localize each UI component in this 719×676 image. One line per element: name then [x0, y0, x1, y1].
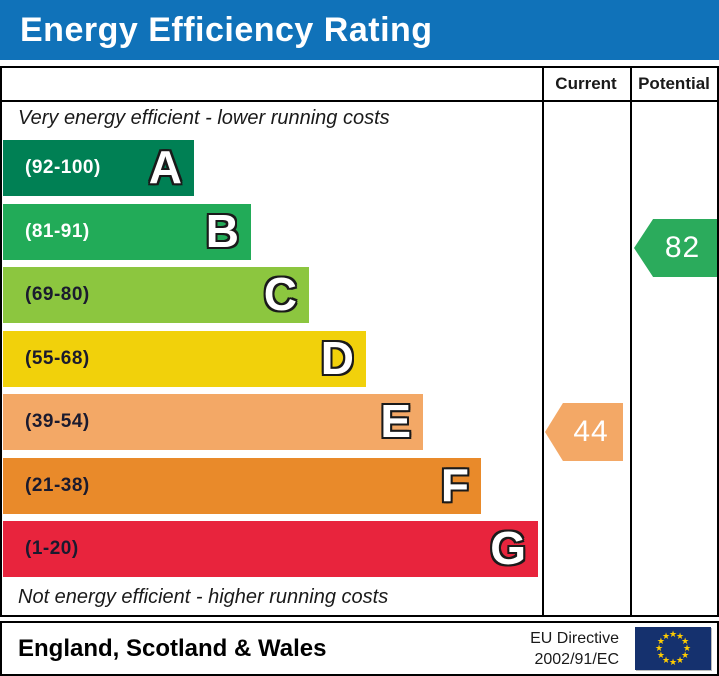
eu-flag-star-icon: ★ [675, 630, 685, 641]
page-title: Energy Efficiency Rating [20, 10, 433, 49]
top-caption: Very energy efficient - lower running co… [18, 107, 390, 129]
current-rating-marker: 44 [545, 403, 623, 461]
band-range-label: (39-54) [25, 411, 90, 432]
eu-directive-label: EU Directive 2002/91/EC [530, 628, 619, 670]
eu-directive-line2: 2002/91/EC [534, 651, 619, 668]
eu-flag-star-icon: ★ [661, 630, 671, 641]
eu-flag-star-icon: ★ [681, 636, 690, 646]
eu-flag-star-icon: ★ [654, 643, 664, 653]
band-range-label: (55-68) [25, 347, 90, 369]
eu-flag-star-icon: ★ [668, 629, 678, 639]
potential-rating-value: 82 [664, 231, 701, 264]
eu-flag-star-icon: ★ [656, 636, 665, 646]
footer: England, Scotland & Wales EU Directive 2… [0, 621, 719, 676]
band-letter: D [320, 331, 354, 384]
band-letter: A [148, 141, 182, 194]
current-column-header: Current [555, 74, 617, 93]
band-range-label: (69-80) [25, 284, 90, 305]
band-letter: F [440, 458, 469, 511]
title-bar: Energy Efficiency Rating [0, 0, 719, 60]
band-b: (81-91) B [3, 203, 251, 260]
potential-column-divider [630, 66, 632, 617]
eu-flag-icon: ★ ★ ★ ★ ★ ★ ★ ★ ★ ★ ★ ★ [635, 627, 711, 670]
potential-column-header: Potential [638, 74, 710, 93]
band-c: (69-80) C [3, 267, 309, 323]
potential-rating-marker: 82 [634, 219, 717, 277]
eu-flag-star-icon: ★ [668, 657, 678, 667]
band-g: (1-20) G [3, 521, 538, 577]
bottom-caption: Not energy efficient - higher running co… [18, 586, 389, 608]
band-e: (39-54) E [3, 394, 423, 450]
eu-directive-line1: EU Directive [530, 630, 619, 647]
current-rating-value: 44 [573, 415, 609, 448]
band-range-label: (92-100) [25, 157, 101, 178]
eu-flag-star-icon: ★ [675, 655, 685, 666]
eu-flag-star-icon: ★ [661, 655, 671, 666]
band-range-label: (1-20) [25, 538, 79, 559]
current-column-divider [542, 66, 544, 617]
region-label: England, Scotland & Wales [18, 635, 327, 662]
eu-flag-star-icon: ★ [656, 650, 665, 660]
band-letter: C [263, 268, 297, 321]
band-letter: B [205, 204, 239, 257]
eu-flag-star-icon: ★ [681, 650, 690, 660]
band-a: (92-100) A [3, 140, 194, 196]
header-divider [0, 100, 719, 102]
band-f: (21-38) F [3, 457, 481, 514]
band-letter: G [490, 522, 526, 575]
band-letter: E [380, 395, 411, 448]
band-d: (55-68) D [3, 330, 366, 387]
band-range-label: (21-38) [25, 474, 90, 496]
band-range-label: (81-91) [25, 220, 90, 242]
eu-flag-star-icon: ★ [682, 643, 692, 653]
